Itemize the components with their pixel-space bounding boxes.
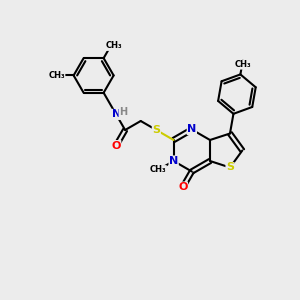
Text: O: O bbox=[111, 141, 121, 151]
Text: N: N bbox=[187, 124, 196, 134]
Text: S: S bbox=[226, 163, 234, 172]
Text: N: N bbox=[112, 110, 121, 119]
Text: CH₃: CH₃ bbox=[48, 71, 65, 80]
Text: CH₃: CH₃ bbox=[150, 166, 166, 175]
Text: CH₃: CH₃ bbox=[235, 60, 251, 69]
Text: N: N bbox=[169, 156, 178, 166]
Text: O: O bbox=[178, 182, 188, 192]
Text: S: S bbox=[152, 125, 160, 135]
Text: H: H bbox=[119, 107, 127, 117]
Text: CH₃: CH₃ bbox=[105, 41, 122, 50]
